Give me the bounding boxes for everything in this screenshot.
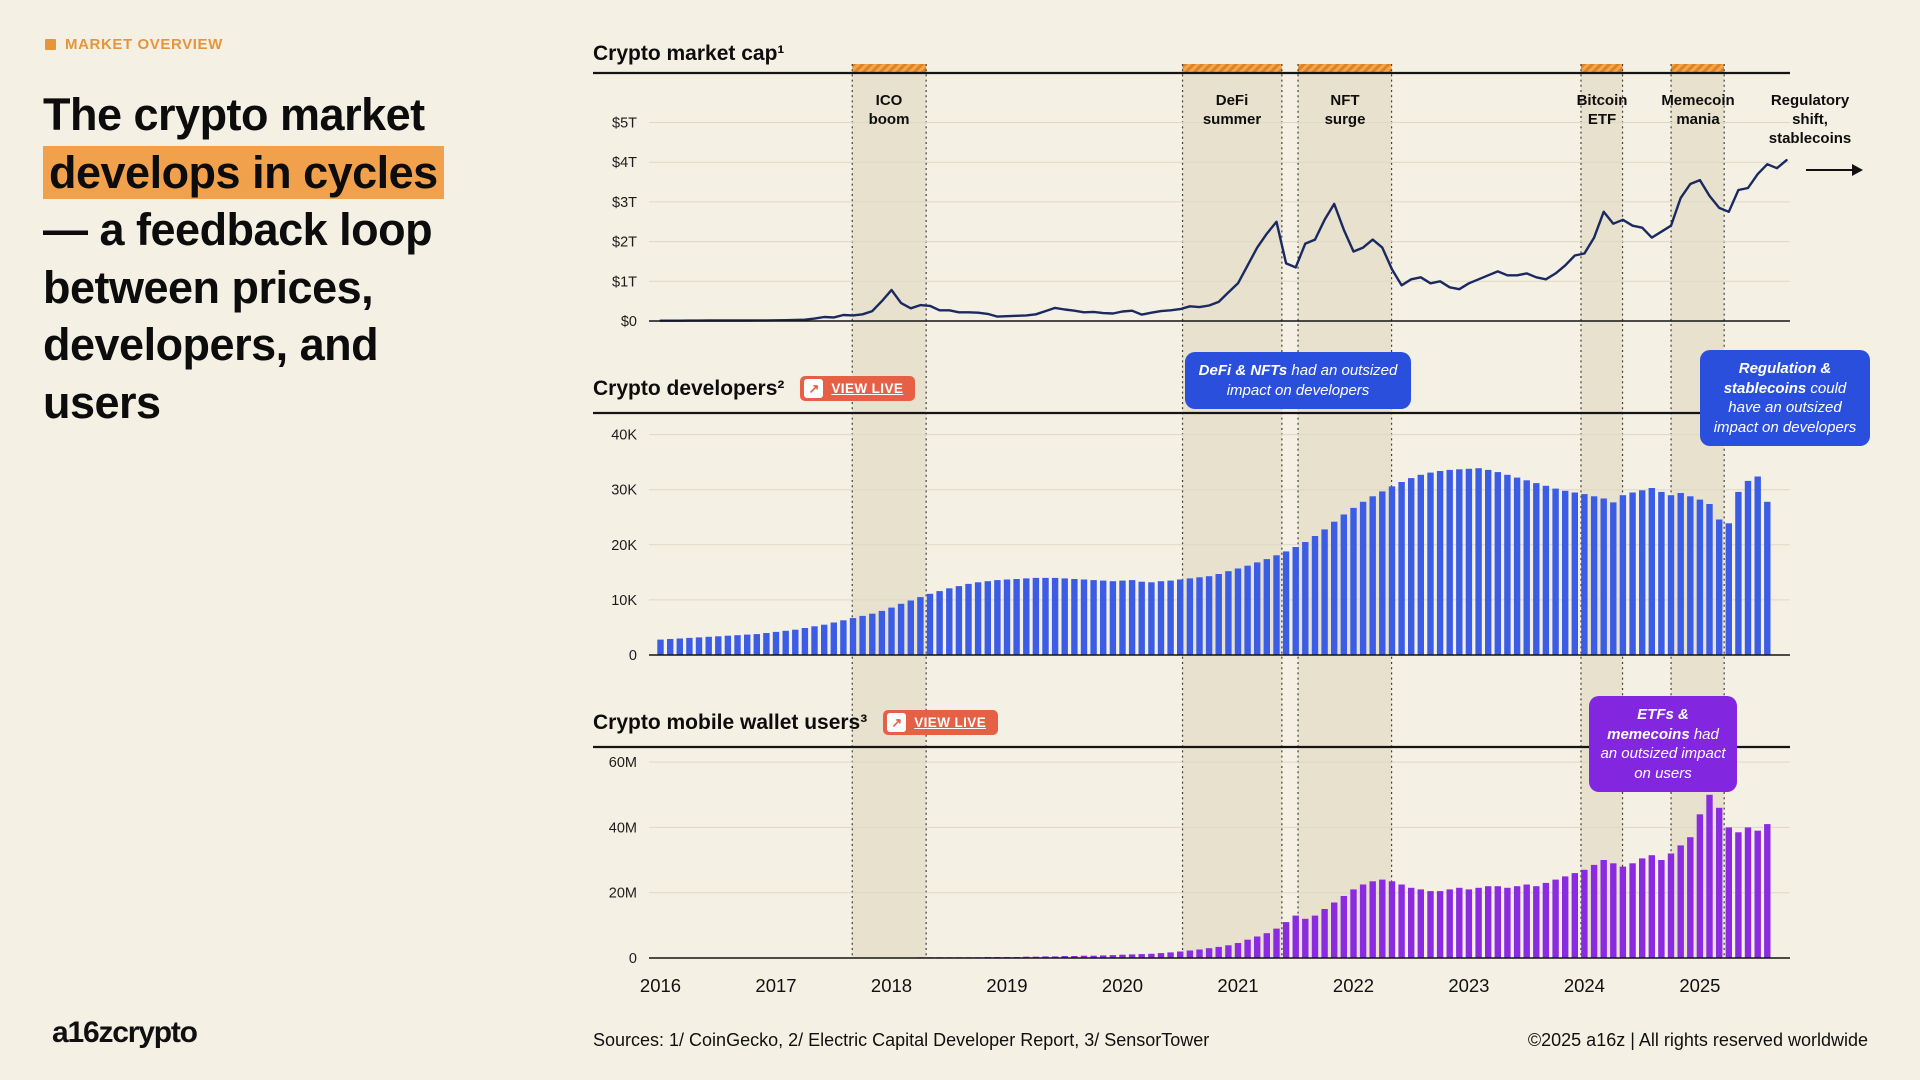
svg-text:60M: 60M (609, 755, 637, 771)
callout-defi-nfts: DeFi & NFTs had an outsized impact on de… (1185, 352, 1411, 409)
svg-text:$0: $0 (621, 314, 637, 330)
callout-emphasis: Regulation & stablecoins (1723, 360, 1832, 397)
svg-text:2018: 2018 (871, 975, 912, 996)
svg-text:2025: 2025 (1679, 975, 1720, 996)
svg-text:2019: 2019 (986, 975, 1027, 996)
svg-text:2023: 2023 (1448, 975, 1489, 996)
svg-text:$3T: $3T (612, 195, 637, 211)
svg-text:2017: 2017 (755, 975, 796, 996)
wallet_users-chart: 0 20M 40M 60M (593, 745, 1790, 967)
svg-text:2021: 2021 (1217, 975, 1258, 996)
svg-text:20K: 20K (611, 538, 637, 554)
eyebrow-label: MARKET OVERVIEW (65, 36, 223, 53)
external-link-icon: ↗ (887, 713, 907, 732)
svg-text:40M: 40M (609, 820, 637, 836)
callout-text: had an outsized impact on users (1600, 725, 1726, 782)
eyebrow-square-icon (45, 39, 56, 50)
svg-text:20M: 20M (609, 886, 637, 902)
callout-etfs-memecoins: ETFs & memecoins had an outsized impact … (1589, 696, 1737, 792)
market_cap-chart: $0 $1T $2T $3T $4T $5T (593, 71, 1790, 330)
view-live-label: VIEW LIVE (914, 715, 987, 730)
svg-text:2020: 2020 (1102, 975, 1143, 996)
svg-text:$5T: $5T (612, 116, 637, 132)
chart-header-developers: Crypto developers² ↗ VIEW LIVE (593, 376, 916, 401)
svg-text:$1T: $1T (612, 274, 637, 290)
wallet_users-bars (830, 794, 1771, 959)
chart-header-wallet-users: Crypto mobile wallet users³ ↗ VIEW LIVE (593, 710, 999, 735)
x-axis: 2016 2017 2018 2019 2020 2021 2022 2023 2024 2025 (640, 975, 1721, 996)
svg-text:2022: 2022 (1333, 975, 1374, 996)
svg-text:$4T: $4T (612, 155, 637, 171)
chart-title-market-cap: Crypto market cap¹ (593, 42, 785, 65)
callout-regulation-stablecoins: Regulation & stablecoins could have an o… (1700, 350, 1870, 446)
svg-text:$2T: $2T (612, 235, 637, 251)
svg-text:0: 0 (629, 951, 637, 967)
developers-chart: 0 10K 20K 30K 40K (593, 411, 1790, 664)
svg-text:2024: 2024 (1564, 975, 1605, 996)
view-live-button-developers[interactable]: ↗ VIEW LIVE (800, 376, 916, 401)
title-text-pre: The crypto market (43, 89, 425, 140)
a16z-crypto-logo: a16zcrypto (52, 1016, 198, 1049)
svg-text:2016: 2016 (640, 975, 681, 996)
callout-text: could have an outsized impact on develop… (1713, 379, 1857, 436)
svg-text:30K: 30K (611, 483, 637, 499)
copyright-text: ©2025 a16z | All rights reserved worldwi… (1527, 1030, 1868, 1050)
callout-text: had an outsized impact on developers (1226, 362, 1398, 399)
chart-title-developers: Crypto developers² (593, 376, 785, 400)
external-link-icon: ↗ (804, 379, 824, 398)
callout-emphasis: DeFi & NFTs (1198, 362, 1288, 379)
svg-text:0: 0 (629, 648, 637, 664)
title-text-post: — a feedback loop between prices, develo… (43, 204, 433, 428)
market-cap-line (659, 158, 1788, 322)
page-title: The crypto market develops in cycles — a… (43, 86, 473, 432)
chart-title-wallet-users: Crypto mobile wallet users³ (593, 710, 868, 734)
view-live-label: VIEW LIVE (831, 381, 904, 396)
sources-text: Sources: 1/ CoinGecko, 2/ Electric Capit… (593, 1030, 1210, 1050)
chart-header-market-cap: Crypto market cap¹ (593, 42, 784, 66)
view-live-button-wallets[interactable]: ↗ VIEW LIVE (883, 710, 999, 735)
developers-bars (657, 468, 1771, 655)
svg-text:40K: 40K (611, 428, 637, 444)
callout-emphasis: ETFs & memecoins (1607, 706, 1690, 743)
event-bands (851, 64, 1725, 958)
title-highlight: develops in cycles (43, 145, 444, 199)
svg-text:10K: 10K (611, 593, 637, 609)
market-overview-eyebrow: MARKET OVERVIEW (45, 36, 223, 53)
